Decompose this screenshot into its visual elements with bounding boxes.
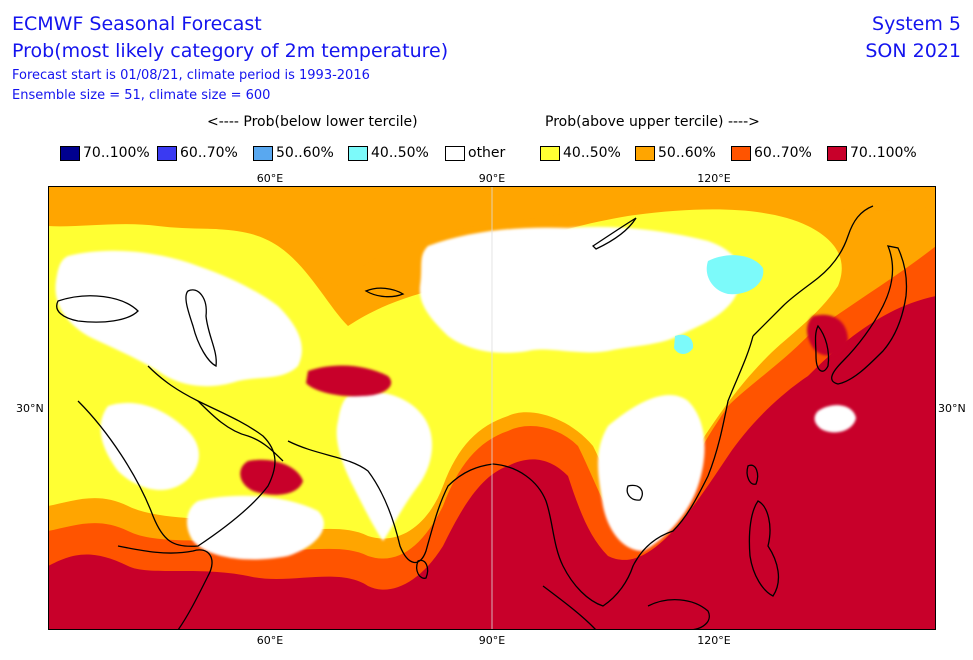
system-label: System 5 [872,13,961,35]
region-other-arabia [100,402,199,491]
coastline-lake-baikal [591,217,637,250]
legend-label: 70..100% [850,145,917,161]
region-other-sahel [186,495,324,560]
lat-label-left-30n: 30°N [16,402,44,415]
lon-label-top-90e: 90°E [478,172,506,185]
coastline-hainan [626,484,643,501]
forecast-title: ECMWF Seasonal Forecast [12,13,262,35]
legend-item-below-60-70: 60..70% [157,145,238,161]
legend-swatch [827,145,847,161]
coastline-sumatra [542,585,597,630]
lon-label-bottom-90e: 90°E [478,634,506,647]
legend-label: 50..60% [276,145,334,161]
legend-swatch [731,145,751,161]
coastline-japan [831,245,908,385]
season-label: SON 2021 [865,40,961,62]
legend-item-above-40-50: 40..50% [540,145,621,161]
region-other-pacific [814,405,856,433]
map-frame [48,186,936,630]
ensemble-info: Ensemble size = 51, climate size = 600 [12,88,271,103]
coastline-borneo [647,599,710,630]
region-siberia-prob-50-60 [48,186,936,286]
legend-swatch [445,145,465,161]
lat-label-right-30n: 30°N [938,402,966,415]
coastline-southeast-asia [492,335,754,607]
legend-label: 60..70% [754,145,812,161]
coastline-black-sea [56,295,139,323]
lon-label-top-120e: 120°E [697,172,731,185]
legend-label: 50..60% [658,145,716,161]
legend-label: 40..50% [563,145,621,161]
legend-item-below-50-60: 50..60% [253,145,334,161]
coastline-philippines [748,500,780,597]
legend-label: 40..50% [371,145,429,161]
lon-label-bottom-60e: 60°E [256,634,284,647]
region-prob-below-40-50 [706,255,764,295]
coastline-lake-balkhash [364,287,405,298]
lon-label-bottom-120e: 120°E [697,634,731,647]
legend-swatch [253,145,273,161]
forecast-subtitle: Prob(most likely category of 2m temperat… [12,40,449,62]
legend-swatch [157,145,177,161]
legend-item-above-60-70: 60..70% [731,145,812,161]
legend-item-below-40-50: 40..50% [348,145,429,161]
region-prob-below-40-50-small [674,334,694,354]
lon-label-top-60e: 60°E [256,172,284,185]
legend-item-other: other [445,145,505,161]
coastlines [56,205,908,630]
region-other-india [336,392,433,541]
legend-swatch [60,145,80,161]
legend-item-below-70-100: 70..100% [60,145,150,161]
region-other-central-asia [419,226,742,353]
coastline-korea [814,324,830,372]
legend-item-above-50-60: 50..60% [635,145,716,161]
legend-item-above-70-100: 70..100% [827,145,917,161]
coastline-china-east [752,205,874,337]
coastline-taiwan [746,464,759,485]
region-other-west-asia [55,250,302,387]
coastline-caspian [185,289,217,367]
legend-swatch [540,145,560,161]
region-hotspot-pakistan [306,365,392,397]
coastline-india [287,440,494,564]
coastline-sri-lanka [416,559,429,579]
coastline-arabia [77,365,276,547]
probability-map [48,186,936,630]
region-hotspot-korea [807,314,848,356]
legend-swatch [348,145,368,161]
legend-label: other [468,145,506,161]
legend-swatch [635,145,655,161]
coastline-persian-gulf [197,400,284,462]
coastline-africa-horn [117,545,213,630]
legend-label: 70..100% [83,145,150,161]
forecast-start-info: Forecast start is 01/08/21, climate peri… [12,68,370,83]
legend-label: 60..70% [180,145,238,161]
above-tercile-label: Prob(above upper tercile) ----> [545,114,760,130]
below-tercile-label: <---- Prob(below lower tercile) [207,114,418,130]
region-other-south-china [598,395,705,551]
